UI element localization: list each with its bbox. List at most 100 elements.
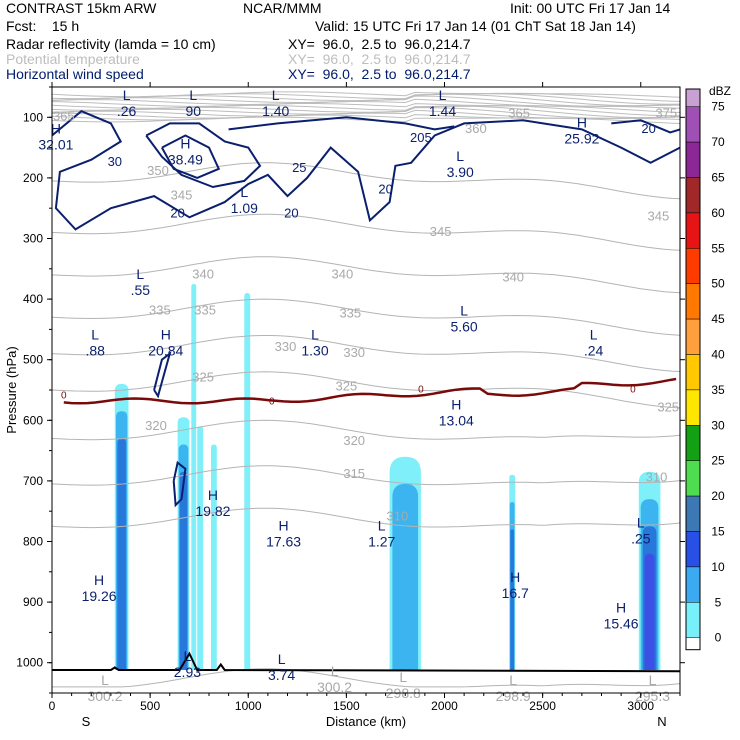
contour-label: 310 — [387, 509, 409, 524]
extremum-marker: L — [637, 514, 645, 530]
reflectivity-column-7-15dbz — [510, 529, 515, 670]
plot-background — [51, 87, 681, 693]
colorbar-swatch — [685, 318, 701, 355]
contour-label: 20 — [641, 121, 655, 136]
extremum-marker: L — [240, 184, 248, 200]
field-label-wind: Horizontal wind speed — [6, 66, 144, 82]
field-label-theta: Potential temperature — [6, 51, 140, 67]
valid-time: Valid: 15 UTC Fri 17 Jan 14 (01 ChT Sat … — [315, 18, 636, 34]
extremum-marker: L — [272, 87, 280, 103]
extremum-value: 17.63 — [266, 534, 301, 550]
theta-contour-330 — [51, 335, 681, 372]
extremum-value: 2.93 — [174, 664, 201, 680]
extremum-value: 1.30 — [301, 343, 328, 359]
theta-contour-340 — [51, 256, 681, 294]
terrain-layer — [51, 651, 681, 673]
extremum-value: 1.44 — [429, 103, 456, 119]
contour-label: 330 — [343, 345, 365, 360]
colorbar-level-label: 75 — [711, 100, 725, 114]
contour-label: 350 — [147, 163, 169, 178]
colorbar-level-label: 55 — [711, 241, 725, 255]
contour-label: 25 — [292, 160, 306, 175]
extremum-value: 32.01 — [38, 137, 73, 153]
extremum-value: 1.40 — [262, 103, 289, 119]
extremum-marker: L — [136, 266, 144, 282]
colorbar-swatch — [685, 425, 701, 461]
extremum-value: 1.27 — [368, 534, 395, 550]
colorbar-level-label: 70 — [711, 135, 725, 149]
extremum-value: .25 — [631, 530, 651, 546]
extremum-marker: H — [51, 121, 61, 137]
x-tick-label: 1500 — [333, 699, 360, 713]
extremum-marker: H — [279, 518, 289, 534]
wind-speed-contour — [161, 134, 221, 179]
south-label: S — [82, 714, 91, 729]
extremum-marker: L — [460, 302, 468, 318]
colorbar-level-label: 45 — [711, 312, 725, 326]
colorbar-level-label: 0 — [715, 631, 722, 645]
colorbar-swatch — [685, 212, 701, 249]
extremum-value: 3.74 — [268, 667, 295, 683]
theta-contour-325 — [51, 371, 681, 409]
extremum-value: 298.9 — [496, 688, 531, 704]
colorbar-level-label: 60 — [711, 206, 725, 220]
contour-label: 20 — [284, 206, 298, 221]
colorbar-swatch — [685, 141, 701, 178]
colorbar-level-label: 50 — [711, 277, 725, 291]
field-label-reflectivity: Radar reflectivity (lamda = 10 cm) — [6, 36, 216, 52]
theta-contour-350 — [51, 162, 681, 200]
colorbar-level-label: 5 — [715, 595, 722, 609]
contour-label: 345 — [430, 224, 452, 239]
colorbar-level-label: 65 — [711, 171, 725, 185]
reflectivity-column-1-15dbz — [179, 471, 188, 670]
extremum-value: .26 — [117, 103, 137, 119]
extremum-value: 295.3 — [635, 688, 670, 704]
contour-label: 0 — [269, 397, 275, 408]
extremum-value: 3.90 — [447, 164, 474, 180]
extremum-marker: L — [649, 672, 657, 688]
colorbar-level-label: 35 — [711, 383, 725, 397]
contour-label: 20 — [170, 206, 184, 221]
extremum-value: 1.09 — [231, 200, 258, 216]
field-xy-theta: XY= 96.0, 2.5 to 96.0,214.7 — [288, 51, 471, 67]
wind-speed-contour — [228, 116, 455, 131]
reflectivity-column-4-5dbz — [211, 444, 217, 670]
contour-label: 320 — [343, 433, 365, 448]
extremum-marker: L — [456, 148, 464, 164]
contour-label: 365 — [508, 106, 530, 121]
contour-label: 330 — [275, 339, 297, 354]
y-tick-label: 400 — [23, 292, 43, 306]
wind-speed-contour — [51, 110, 681, 231]
extremum-marker: L — [399, 669, 407, 685]
y-tick-label: 500 — [23, 353, 43, 367]
extremum-marker: L — [590, 327, 598, 343]
extremum-marker: H — [94, 572, 104, 588]
reflectivity-column-8-20dbz — [644, 553, 655, 670]
colorbar-level-label: 15 — [711, 525, 725, 539]
contour-label: 375 — [655, 106, 677, 121]
contour-label: 0 — [630, 385, 636, 396]
contour-label: 0 — [61, 391, 67, 402]
x-axis-label: Distance (km) — [326, 714, 406, 729]
extremum-value: 300.2 — [87, 688, 122, 704]
extremum-value: 15.46 — [604, 615, 639, 631]
extremum-marker: H — [208, 487, 218, 503]
colorbar-swatch-top — [685, 88, 701, 107]
x-tick-label: 3000 — [627, 699, 654, 713]
contour-label: 320 — [145, 418, 167, 433]
extremum-value: 16.7 — [502, 585, 529, 601]
extremum-marker: L — [91, 327, 99, 343]
extremum-marker: L — [509, 672, 517, 688]
x-tick-label: 2500 — [529, 699, 556, 713]
theta-contour-315 — [51, 465, 681, 486]
colorbar-swatch — [685, 460, 701, 497]
colorbar-swatch — [685, 495, 701, 532]
contour-label: 365 — [53, 109, 75, 124]
contour-label: 335 — [149, 303, 171, 318]
wind-speed-contour — [172, 460, 187, 508]
extremum-marker: L — [184, 648, 192, 664]
extremum-value: 5.60 — [450, 318, 477, 334]
x-tick-label: 0 — [49, 699, 56, 713]
